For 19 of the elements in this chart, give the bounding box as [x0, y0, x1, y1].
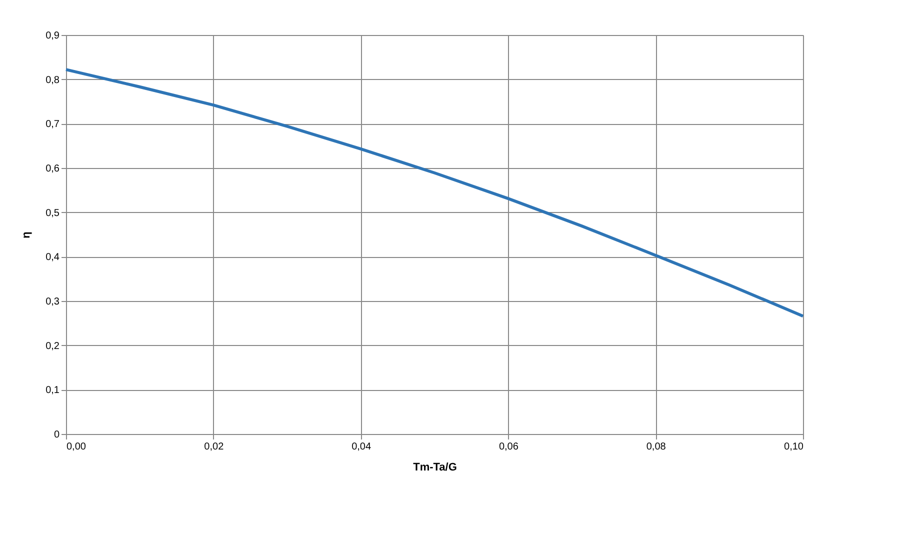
y-tick-label: 0,6	[46, 164, 60, 174]
x-tick-label: 0,06	[498, 442, 519, 452]
y-tick-label: 0,2	[46, 340, 60, 352]
line-series	[64, 68, 804, 318]
y-axis-title: η	[20, 231, 33, 238]
x-tick-label: 0,02	[204, 442, 224, 452]
x-tick-label: 0,08	[646, 442, 666, 452]
y-tick-label: 0	[54, 430, 60, 440]
x-tick-label: 0,04	[352, 442, 372, 452]
y-tick-label: 0,4	[46, 252, 60, 264]
y-tick-label: 0,8	[46, 74, 60, 86]
x-axis-title: Tm-Ta/G	[413, 462, 457, 474]
y-tick-label: 0,1	[46, 385, 60, 396]
y-tick-label: 0,7	[46, 119, 60, 130]
y-tick-label: 0,3	[46, 296, 60, 308]
x-tick-label: 0,00	[66, 442, 86, 452]
x-tick-label: 0,10	[784, 442, 804, 452]
y-tick-label: 0,5	[46, 208, 60, 219]
y-tick-label: 0,9	[46, 30, 60, 42]
